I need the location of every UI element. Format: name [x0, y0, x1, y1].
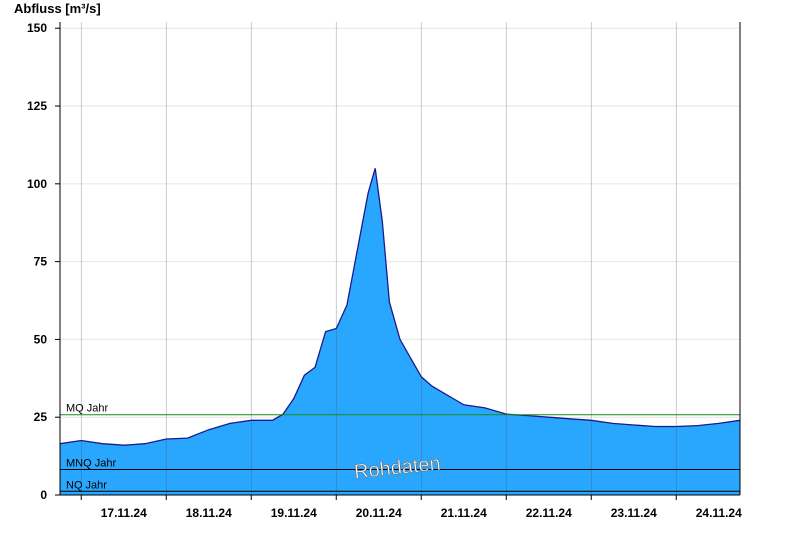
ref-label-nq-jahr: NQ Jahr	[66, 479, 107, 491]
y-tick-label: 75	[34, 255, 48, 269]
x-tick-label: 21.11.24	[441, 506, 487, 520]
x-tick-label: 17.11.24	[101, 506, 147, 520]
x-tick-label: 23.11.24	[611, 506, 657, 520]
y-tick-label: 25	[34, 410, 48, 424]
discharge-line	[59, 168, 741, 446]
y-tick-label: 150	[27, 21, 47, 35]
axes	[59, 22, 741, 496]
y-tick-label: 100	[27, 177, 47, 191]
reference-lines: MQ Jahr MNQ Jahr NQ Jahr	[60, 403, 740, 492]
x-tick-label: 22.11.24	[526, 506, 572, 520]
y-ticks: 0 25 50 75 100 125 150	[27, 21, 60, 502]
y-tick-label: 125	[27, 99, 47, 113]
discharge-area	[60, 168, 740, 496]
ref-label-mq-jahr: MQ Jahr	[66, 403, 109, 415]
x-tick-label: 19.11.24	[271, 506, 317, 520]
day-separators	[80, 22, 677, 495]
y-tick-label: 0	[40, 488, 47, 502]
x-tick-label: 20.11.24	[356, 506, 402, 520]
x-ticks: 17.11.24 18.11.24 19.11.24 20.11.24 21.11.24…	[80, 495, 742, 520]
y-axis-label: Abfluss [m³/s]	[14, 1, 101, 16]
x-tick-label: 18.11.24	[186, 506, 232, 520]
x-tick-label: 24.11.24	[696, 506, 742, 520]
ref-label-mnq-jahr: MNQ Jahr	[66, 457, 116, 469]
y-tick-label: 50	[34, 332, 48, 346]
